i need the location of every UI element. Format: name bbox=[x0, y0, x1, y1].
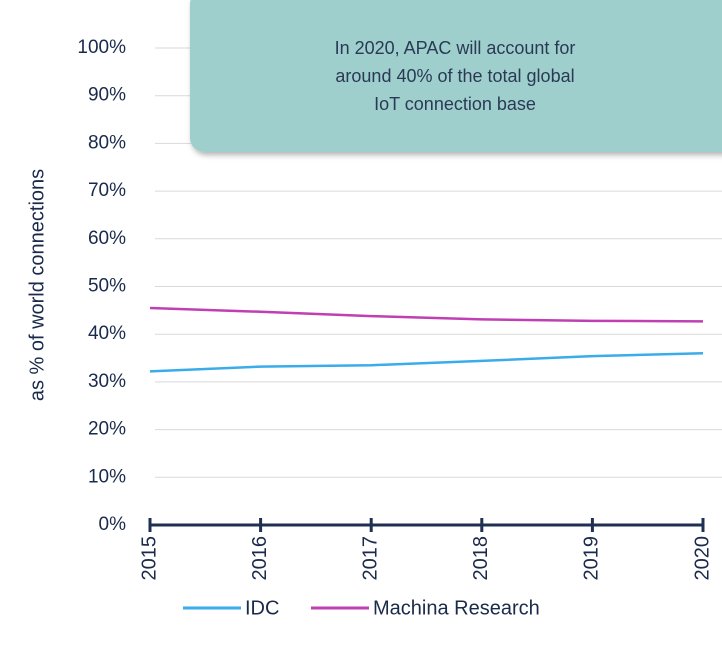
annotation-text: In 2020, APAC will account for bbox=[335, 38, 576, 58]
line-series bbox=[149, 306, 704, 323]
annotation-text: around 40% of the total global bbox=[335, 66, 574, 86]
legend-label: IDC bbox=[245, 597, 279, 619]
x-tick-label: 2016 bbox=[249, 536, 271, 581]
line-series bbox=[149, 352, 704, 373]
legend-label: Machina Research bbox=[373, 597, 540, 619]
y-tick-label: 100% bbox=[77, 37, 126, 58]
y-tick-label: 10% bbox=[88, 466, 126, 487]
annotation-text: IoT connection base bbox=[374, 94, 536, 114]
y-tick-label: 0% bbox=[99, 514, 127, 535]
annotation-box bbox=[190, 0, 722, 152]
y-tick-label: 90% bbox=[88, 85, 126, 106]
y-tick-label: 50% bbox=[88, 276, 126, 297]
y-tick-label: 60% bbox=[88, 228, 126, 249]
x-tick-label: 2018 bbox=[470, 536, 492, 581]
x-tick-label: 2015 bbox=[138, 536, 160, 581]
x-tick-label: 2019 bbox=[581, 536, 603, 581]
y-axis-label: as % of world connections bbox=[26, 169, 48, 401]
y-tick-label: 80% bbox=[88, 132, 126, 153]
y-tick-label: 30% bbox=[88, 371, 126, 392]
y-tick-label: 70% bbox=[88, 180, 126, 201]
y-tick-label: 20% bbox=[88, 419, 126, 440]
x-tick-label: 2017 bbox=[359, 536, 381, 581]
y-tick-label: 40% bbox=[88, 323, 126, 344]
x-tick-label: 2020 bbox=[691, 536, 713, 581]
